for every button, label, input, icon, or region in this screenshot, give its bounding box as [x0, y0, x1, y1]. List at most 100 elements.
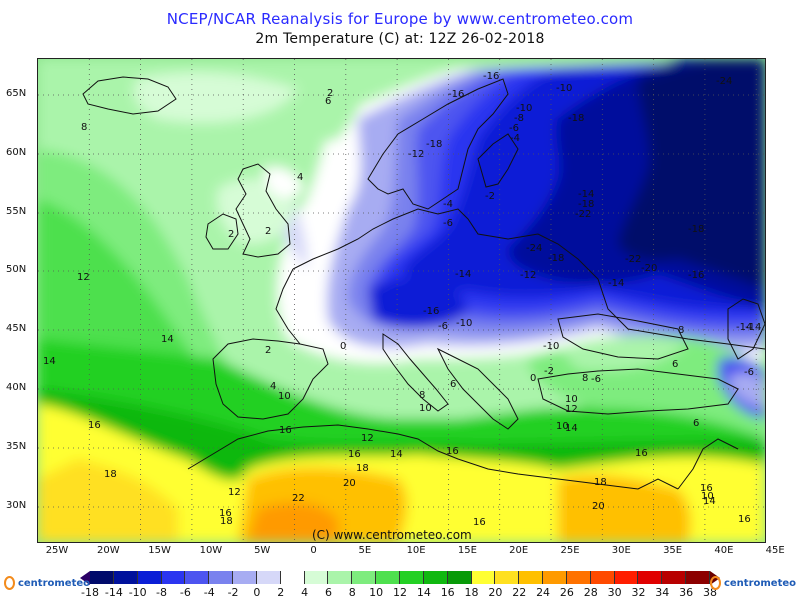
svg-text:0: 0 [340, 341, 346, 352]
svg-text:10: 10 [701, 491, 714, 502]
legend-label: -4 [203, 586, 215, 599]
legend-swatch [543, 571, 567, 584]
legend-swatch [352, 571, 377, 584]
longitude-label: 5W [254, 545, 271, 556]
contour-label: -10 [543, 341, 559, 352]
svg-text:-24: -24 [526, 243, 542, 254]
contour-label: 2 [327, 88, 333, 99]
contour-label: 4 [297, 172, 303, 183]
contour-label: -8 [514, 113, 524, 124]
legend-label: 6 [324, 586, 332, 599]
longitude-label: 15W [148, 545, 171, 556]
latitude-label: 65N [6, 88, 27, 99]
contour-label: -6 [438, 321, 448, 332]
latitude-label: 55N [6, 206, 27, 217]
svg-text:16: 16 [738, 514, 751, 525]
contour-label: 6 [325, 96, 331, 107]
latitude-label: 35N [6, 441, 27, 452]
contour-label: 22 [292, 493, 305, 504]
copyright-note: (C) www.centrometeo.com [312, 528, 472, 542]
legend-swatch [495, 571, 520, 584]
contour-label: 12 [77, 272, 90, 283]
svg-text:10: 10 [419, 403, 432, 414]
svg-text:-16: -16 [423, 306, 439, 317]
legend-label: 20 [488, 586, 503, 599]
contour-label: -16 [423, 306, 439, 317]
color-legend [90, 571, 710, 584]
svg-text:-2: -2 [485, 191, 495, 202]
contour-label: -24 [526, 243, 542, 254]
contour-label: -22 [575, 209, 591, 220]
svg-text:-6: -6 [591, 374, 601, 385]
contour-label: 20 [592, 501, 605, 512]
contour-label: 10 [701, 491, 714, 502]
contour-label: 16 [348, 449, 361, 460]
contour-label: 8 [678, 325, 684, 336]
svg-text:4: 4 [297, 172, 303, 183]
svg-text:-16: -16 [688, 270, 704, 281]
contour-label: -10 [516, 103, 532, 114]
svg-text:2: 2 [228, 229, 234, 240]
contour-label: 18 [356, 463, 369, 474]
svg-text:16: 16 [635, 448, 648, 459]
svg-text:-14: -14 [736, 322, 752, 333]
svg-text:-18: -18 [568, 113, 584, 124]
coastlines [82, 76, 765, 490]
legend-label: -18 [81, 586, 99, 599]
longitude-label: 10E [406, 545, 426, 556]
graticule-grid [38, 59, 765, 542]
svg-text:-18: -18 [426, 139, 442, 150]
logo-text: centrometeo [723, 577, 796, 589]
longitude-label: 30E [611, 545, 631, 556]
contour-label: 6 [693, 418, 699, 429]
svg-text:-4: -4 [443, 199, 453, 210]
svg-text:14: 14 [161, 334, 174, 345]
legend-label: 16 [440, 586, 455, 599]
svg-text:-24: -24 [716, 76, 732, 87]
legend-label: 26 [559, 586, 574, 599]
contour-label: 10 [565, 394, 578, 405]
contour-label: 18 [104, 469, 117, 480]
svg-text:-6: -6 [744, 367, 754, 378]
legend-label: 8 [348, 586, 356, 599]
svg-text:-22: -22 [575, 209, 591, 220]
svg-text:-8: -8 [514, 113, 524, 124]
svg-text:-6: -6 [438, 321, 448, 332]
contour-label: -18 [578, 199, 594, 210]
contour-label: -6 [509, 123, 519, 134]
svg-text:16: 16 [88, 420, 101, 431]
contour-label: -16 [483, 71, 499, 82]
legend-label: 30 [607, 586, 622, 599]
legend-swatch [304, 571, 329, 584]
legend-swatch [256, 571, 281, 584]
svg-text:-18: -18 [578, 199, 594, 210]
contour-label: 16 [219, 508, 232, 519]
legend-labels: -18 -14 -10 -8 -6 -4 -2 0 2 4 6 8 10 12 14 16 18 20 22 24 26… [81, 586, 717, 599]
contour-label: 16 [88, 420, 101, 431]
contour-label: -4 [443, 199, 453, 210]
legend-swatch [566, 571, 591, 584]
svg-text:-14: -14 [578, 189, 594, 200]
latitude-label: 45N [6, 323, 27, 334]
longitude-label: 40E [714, 545, 734, 556]
legend-swatch [90, 571, 114, 584]
contour-label-layer: -16-16-10-18-24-10-8-6-4-12-18-2-4-6-14-… [43, 71, 761, 528]
contour-label: -6 [443, 218, 453, 229]
svg-text:-22: -22 [625, 254, 641, 265]
svg-text:6: 6 [672, 359, 678, 370]
svg-text:-6: -6 [509, 123, 519, 134]
svg-text:-18: -18 [688, 224, 704, 235]
legend-swatch [376, 571, 400, 584]
map-title: NCEP/NCAR Reanalysis for Europe by www.c… [166, 10, 634, 28]
contour-label: 16 [700, 483, 713, 494]
legend-arrow-left [80, 571, 90, 585]
legend-swatch [447, 571, 472, 584]
temperature-field [38, 59, 765, 542]
svg-text:16: 16 [473, 517, 486, 528]
legend-swatch [399, 571, 424, 584]
contour-label: 10 [556, 421, 569, 432]
svg-text:10: 10 [556, 421, 569, 432]
legend-swatch [662, 571, 687, 584]
legend-swatch [161, 571, 186, 584]
temperature-map: -16 -16 -10 -18 -24 -10 -8 -6 -4 -12 -18 -2 -4 -6 -14-… [37, 58, 766, 543]
